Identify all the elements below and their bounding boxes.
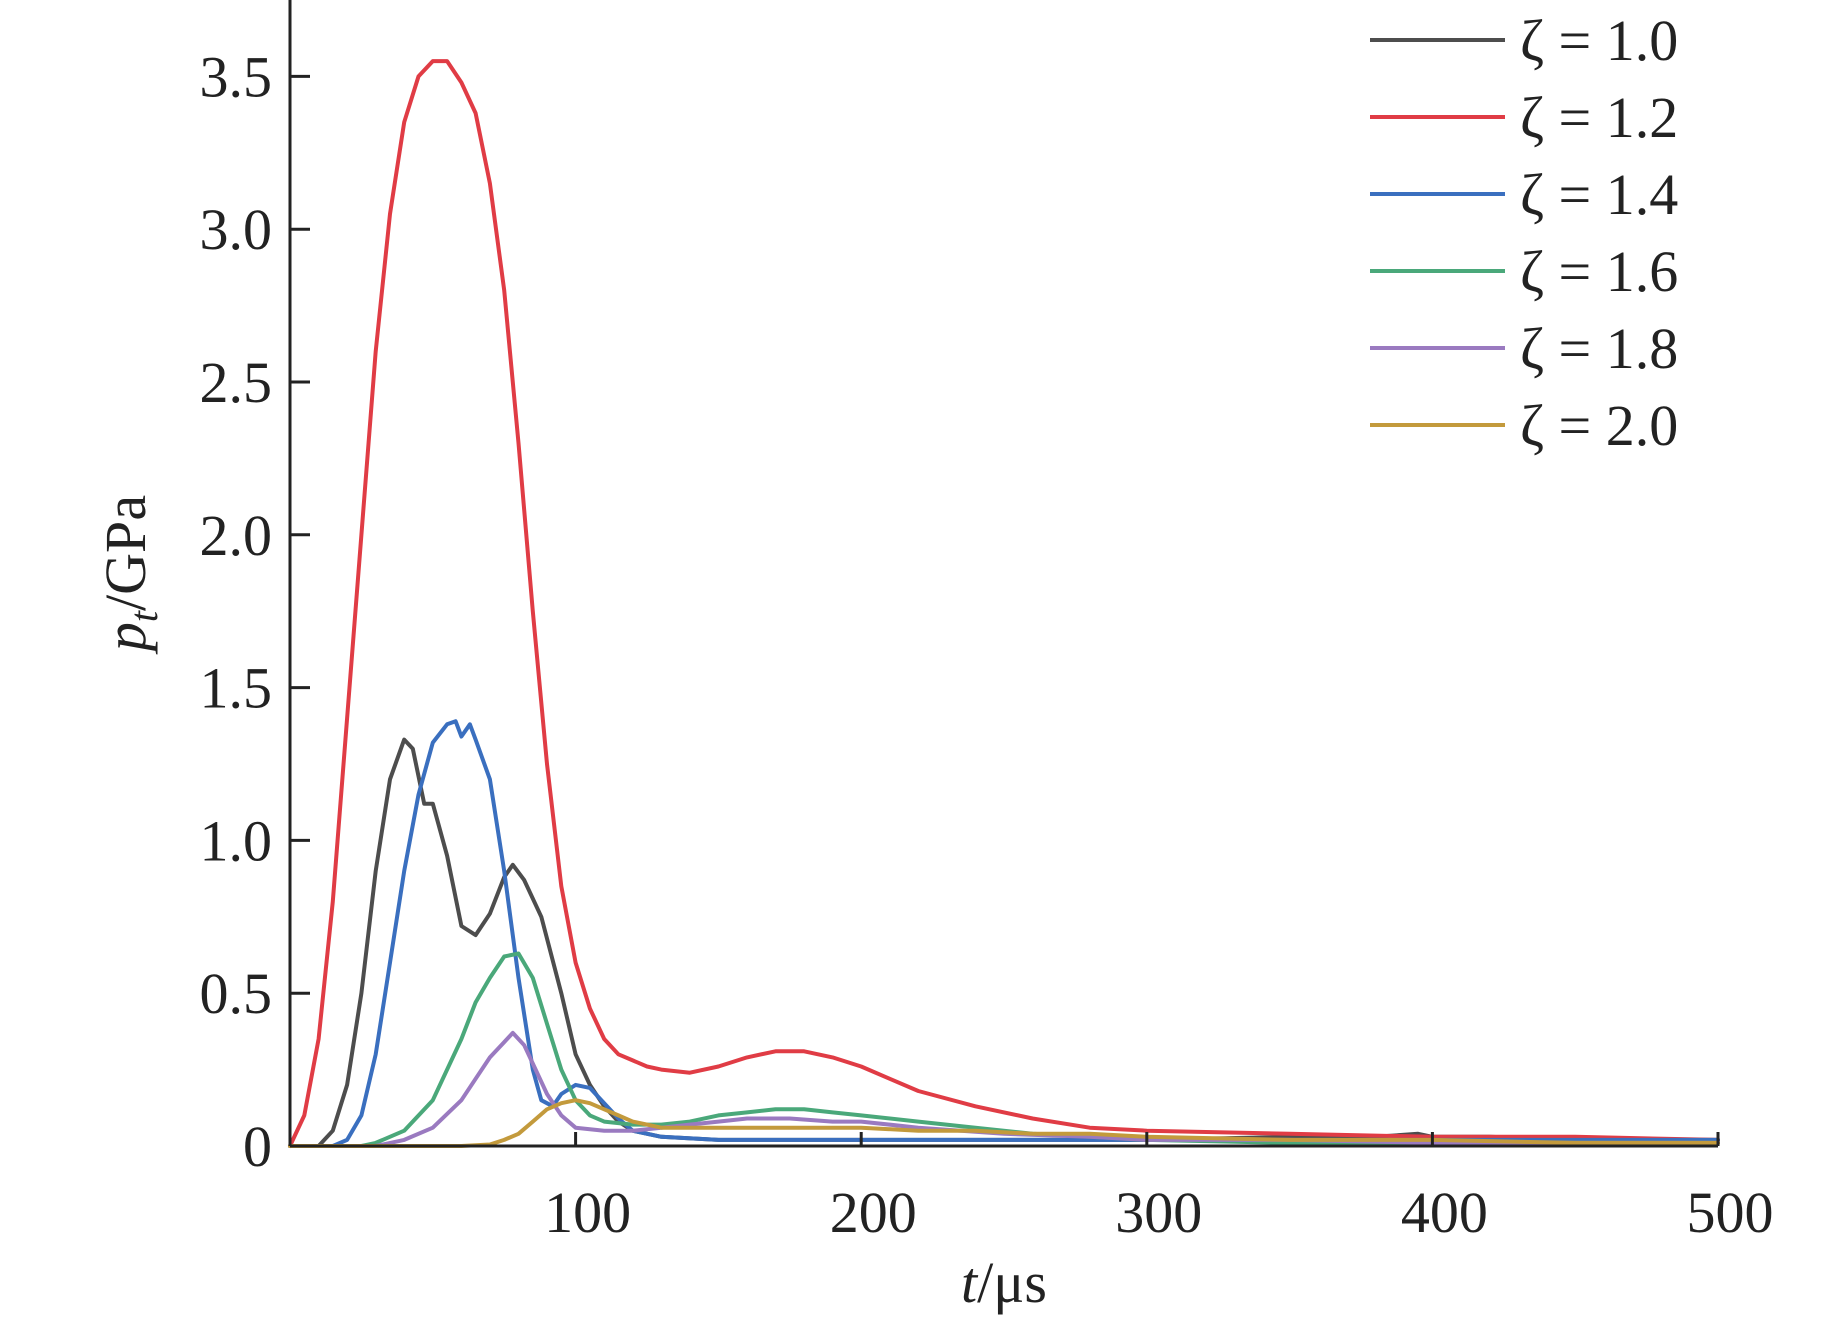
series-line-2 [288, 59, 1720, 1148]
x-tick-label: 500 [1687, 1180, 1774, 1245]
legend-label-2: ζ = 1.2 [1520, 85, 1678, 150]
x-tick-label: 300 [1115, 1180, 1202, 1245]
y-tick-label: 0 [243, 1114, 272, 1179]
y-tick-label: 2.0 [200, 503, 273, 568]
axis-ticks: 100 200 300 400 500 0 0.5 1.0 1.5 2.0 2.5 3.0 3.5 [200, 44, 1774, 1245]
y-tick-label: 1.0 [200, 808, 273, 873]
y-tick-label: 3.0 [200, 197, 273, 262]
y-axis-var: p [93, 622, 158, 655]
x-tick-label: 200 [830, 1180, 917, 1245]
x-tick-label: 400 [1401, 1180, 1488, 1245]
legend-label-1: ζ = 1.0 [1520, 8, 1678, 73]
legend-label-5: ζ = 1.8 [1520, 316, 1678, 381]
y-tick-label: 1.5 [200, 656, 273, 721]
legend-label-4: ζ = 1.6 [1520, 239, 1678, 304]
x-axis-unit: /μs [977, 1250, 1047, 1315]
y-tick-label: 0.5 [200, 961, 273, 1026]
legend-label-3: ζ = 1.4 [1520, 162, 1678, 227]
x-tick-label: 100 [544, 1180, 631, 1245]
y-tick-label: 2.5 [200, 350, 273, 415]
series-line-3 [288, 719, 1720, 1148]
series-line-1 [288, 737, 1720, 1148]
y-axis-subscript: t [121, 610, 166, 622]
x-axis-title: t/μs [961, 1250, 1047, 1315]
y-tick-label: 3.5 [200, 44, 273, 109]
x-axis-var: t [961, 1250, 979, 1315]
legend: ζ = 1.0 ζ = 1.2 ζ = 1.4 ζ = 1.6 ζ = 1.8 ζ = 2… [1370, 8, 1678, 458]
series-line-6 [288, 1098, 1720, 1148]
y-axis-title: pt/GPa [93, 495, 166, 655]
series-line-4 [288, 951, 1720, 1148]
legend-label-6: ζ = 2.0 [1520, 393, 1678, 458]
y-axis-unit: /GPa [93, 495, 158, 611]
plot-lines [288, 59, 1720, 1148]
